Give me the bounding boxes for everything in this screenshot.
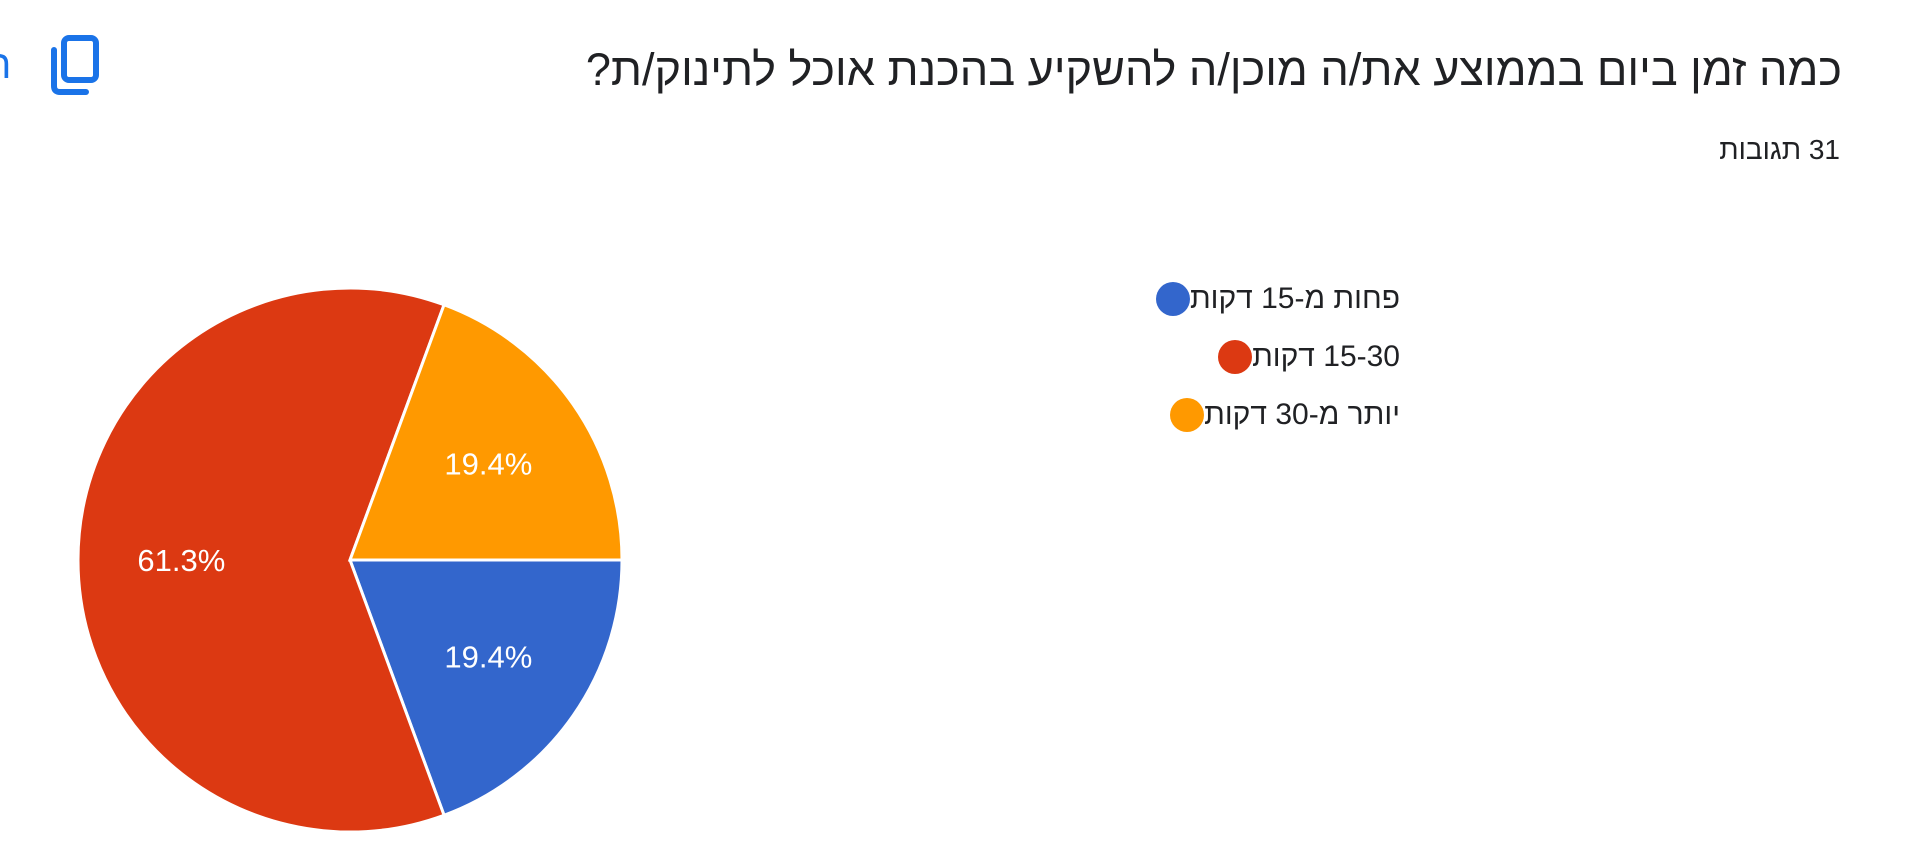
pie-chart: 19.4% 61.3% 19.4% — [60, 270, 640, 850]
legend-swatch — [1155, 282, 1190, 316]
legend-label: 15-30 דקות — [1252, 340, 1400, 373]
pie-slice-3[interactable] — [347, 302, 624, 562]
legend-item[interactable]: יותר מ-30 דקות — [1000, 386, 1400, 444]
pie-slice-label-3: 19.4% — [444, 447, 532, 482]
legend-label: יותר מ-30 דקות — [1204, 398, 1400, 431]
pie-slice-1[interactable] — [347, 558, 624, 818]
pie-slice-label-1: 19.4% — [444, 639, 532, 674]
legend-swatch — [1218, 340, 1253, 374]
legend-item[interactable]: פחות מ-15 דקות — [1000, 270, 1400, 328]
copy-chart-button[interactable] — [40, 30, 110, 100]
chart-legend: פחות מ-15 דקות 15-30 דקות יותר מ-30 דקות — [1000, 270, 1400, 444]
legend-item[interactable]: 15-30 דקות — [1000, 328, 1400, 386]
legend-label: פחות מ-15 דקות — [1189, 282, 1400, 315]
pie-slice-label-2: 61.3% — [137, 543, 225, 578]
legend-swatch — [1170, 398, 1205, 432]
pie-chart-svg: 19.4% 61.3% 19.4% — [76, 286, 624, 834]
response-count: 31 תגובות — [1719, 134, 1840, 165]
copy-icon — [51, 35, 99, 95]
question-title: כמה זמן ביום בממוצע את/ה מוכן/ה להשקיע ב… — [585, 44, 1842, 95]
pie-slice-2[interactable] — [76, 286, 446, 834]
copy-chart-label[interactable]: ה — [0, 40, 11, 90]
